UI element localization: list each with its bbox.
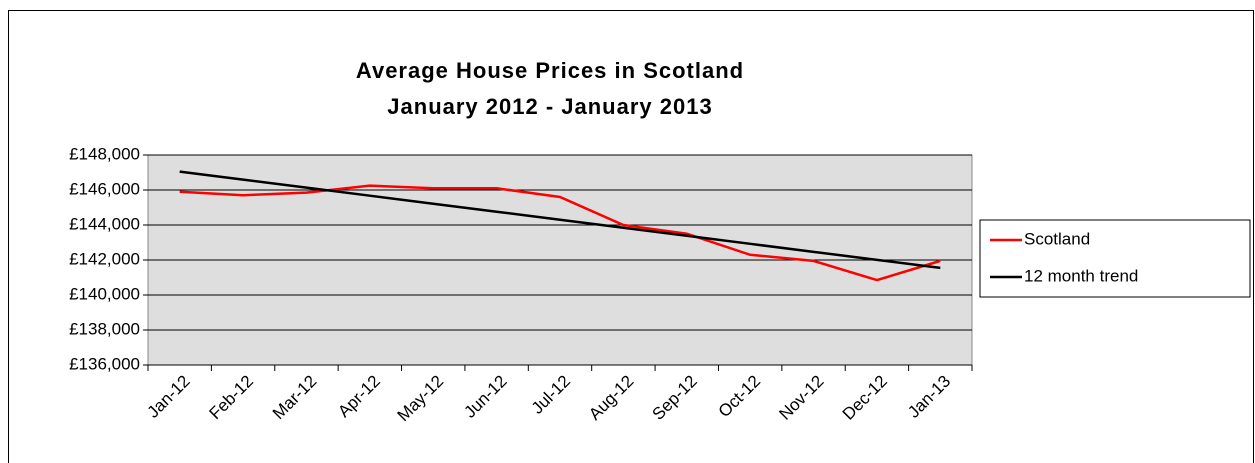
series-line — [179, 170, 941, 270]
y-tick-label: £148,000 — [69, 144, 140, 163]
y-tick-label: £140,000 — [69, 284, 140, 303]
series-line — [179, 184, 941, 282]
y-tick-label: £144,000 — [69, 214, 140, 233]
chart-subtitle: January 2012 - January 2013 — [387, 94, 712, 119]
y-tick-label: £138,000 — [69, 319, 140, 338]
y-tick-label: £136,000 — [69, 354, 140, 373]
y-tick-label: £146,000 — [69, 179, 140, 198]
legend-label: Scotland — [1024, 229, 1090, 248]
y-tick-label: £142,000 — [69, 249, 140, 268]
legend-box — [979, 219, 1251, 298]
legend-label: 12 month trend — [1024, 266, 1138, 285]
chart-title: Average House Prices in Scotland — [356, 58, 744, 83]
